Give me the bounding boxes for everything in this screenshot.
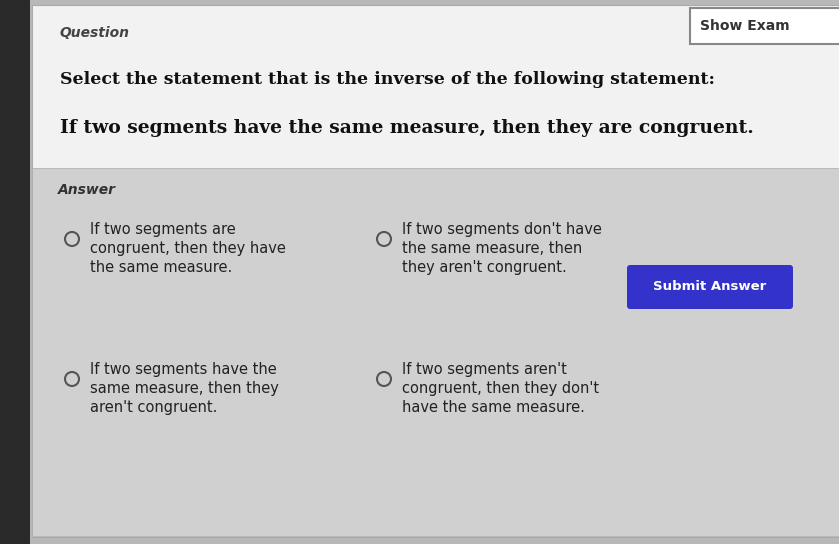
FancyBboxPatch shape <box>32 5 839 537</box>
Text: Submit Answer: Submit Answer <box>654 281 767 294</box>
Text: the same measure.: the same measure. <box>90 260 232 275</box>
FancyBboxPatch shape <box>32 168 839 536</box>
Text: If two segments have the same measure, then they are congruent.: If two segments have the same measure, t… <box>60 119 753 137</box>
Text: congruent, then they have: congruent, then they have <box>90 241 286 256</box>
Circle shape <box>377 232 391 246</box>
Bar <box>0 0 30 544</box>
Text: aren't congruent.: aren't congruent. <box>90 400 217 415</box>
Text: Question: Question <box>60 26 130 40</box>
Text: If two segments aren't: If two segments aren't <box>402 362 567 377</box>
Text: same measure, then they: same measure, then they <box>90 381 279 396</box>
Text: the same measure, then: the same measure, then <box>402 241 582 256</box>
Circle shape <box>65 232 79 246</box>
Text: Select the statement that is the inverse of the following statement:: Select the statement that is the inverse… <box>60 71 715 89</box>
Text: Answer: Answer <box>58 183 116 197</box>
Text: If two segments don't have: If two segments don't have <box>402 222 602 237</box>
Text: they aren't congruent.: they aren't congruent. <box>402 260 567 275</box>
Text: have the same measure.: have the same measure. <box>402 400 585 415</box>
Text: congruent, then they don't: congruent, then they don't <box>402 381 599 396</box>
FancyBboxPatch shape <box>690 8 839 44</box>
Text: If two segments are: If two segments are <box>90 222 236 237</box>
Text: Show Exam: Show Exam <box>700 19 789 33</box>
Circle shape <box>65 372 79 386</box>
FancyBboxPatch shape <box>627 265 793 309</box>
Circle shape <box>377 372 391 386</box>
Text: If two segments have the: If two segments have the <box>90 362 277 377</box>
